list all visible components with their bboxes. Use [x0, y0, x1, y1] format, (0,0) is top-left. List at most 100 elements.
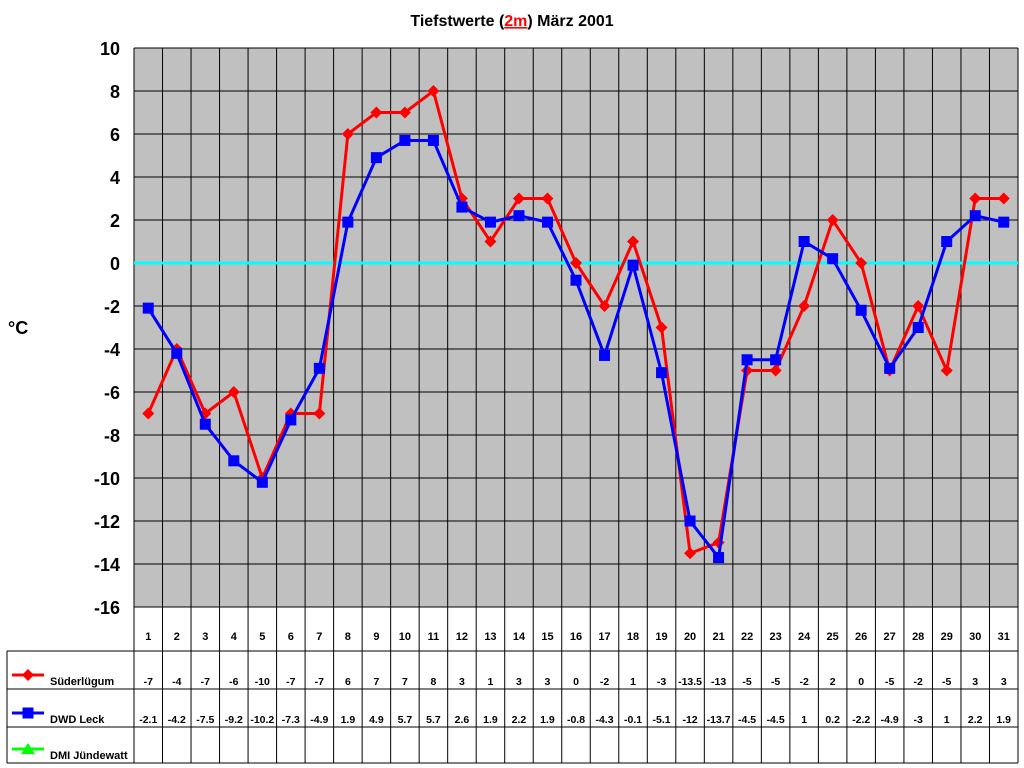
data-point-s-derl-gum — [826, 214, 839, 226]
x-tick-label: 28 — [912, 631, 924, 643]
table-cell-value: 1 — [630, 676, 636, 688]
data-point-s-derl-gum — [512, 192, 525, 205]
plot-area — [134, 48, 1018, 607]
x-tick-label: 9 — [373, 631, 379, 643]
data-point-s-derl-gum — [570, 257, 582, 269]
chart-title-part: ) März 2001 — [527, 13, 613, 30]
data-point-s-derl-gum — [484, 235, 497, 248]
data-point-dwd-leck — [741, 354, 753, 366]
legend-label-s-derl-gum: Süderlügum — [50, 676, 114, 688]
table-cell-value: 1.9 — [540, 714, 555, 726]
x-tick-label: 22 — [741, 631, 753, 643]
table-cell-value: -3 — [914, 714, 923, 726]
data-point-dwd-leck — [770, 354, 782, 366]
y-tick-label: -8 — [104, 426, 120, 446]
x-tick-label: 2 — [174, 631, 180, 643]
x-tick-label: 29 — [941, 631, 953, 643]
y-tick-label: -14 — [94, 555, 120, 575]
data-point-s-derl-gum — [969, 192, 982, 205]
table-cell-value: 6 — [345, 676, 351, 688]
table-cell-value: -13.5 — [678, 676, 702, 688]
table-cell-value: 1 — [944, 714, 950, 726]
y-tick-label: 10 — [100, 39, 120, 59]
table-cell-value: 0 — [573, 676, 579, 688]
data-point-dwd-leck — [570, 274, 582, 286]
data-point-dwd-leck — [798, 236, 810, 247]
table-cell-value: -13 — [711, 676, 726, 688]
y-tick-label: 0 — [110, 254, 120, 274]
data-point-dwd-leck — [969, 210, 981, 222]
data-point-s-derl-gum — [997, 192, 1010, 205]
table-cell-value: -2 — [600, 676, 609, 688]
table-cell-value: 2 — [830, 676, 836, 688]
table-cell-value: -5 — [742, 676, 751, 688]
table-cell-value: -7 — [201, 676, 210, 688]
table-cell-value: -2.1 — [139, 714, 157, 726]
data-point-s-derl-gum — [598, 300, 611, 312]
data-point-dwd-leck — [627, 259, 639, 271]
table-cell-value: -4.9 — [881, 714, 899, 726]
table-cell-value: -2 — [799, 676, 808, 688]
data-point-dwd-leck — [684, 515, 696, 527]
chart-title-highlight: 2m — [504, 13, 527, 30]
data-point-s-derl-gum — [912, 300, 925, 312]
legend-label-dmi-j-ndewatt: DMI Jündewatt — [50, 750, 128, 762]
data-point-s-derl-gum — [855, 257, 868, 269]
legend-marker-dmi-j-ndewatt — [21, 743, 35, 754]
x-tick-label: 25 — [827, 631, 839, 643]
x-tick-label: 3 — [202, 631, 208, 643]
chart-title: Tiefstwerte (2m) März 2001 — [410, 13, 613, 30]
table-cell-value: -10 — [255, 676, 270, 688]
x-tick-label: 18 — [627, 631, 639, 643]
table-cell-value: -5.1 — [653, 714, 671, 726]
table-cell-value: 0.2 — [825, 714, 840, 726]
x-tick-label: 23 — [769, 631, 781, 643]
data-point-s-derl-gum — [541, 192, 554, 205]
table-cell-value: -4.3 — [595, 714, 613, 726]
y-tick-label: -4 — [104, 340, 120, 360]
chart-title-part: Tiefstwerte ( — [410, 13, 505, 30]
x-tick-label: 7 — [316, 631, 322, 643]
table-cell-value: -4.9 — [310, 714, 328, 726]
table-cell-value: 7 — [373, 676, 379, 688]
table-cell-value: 3 — [545, 676, 551, 688]
data-point-s-derl-gum — [684, 547, 697, 560]
y-tick-label: -10 — [94, 469, 120, 489]
y-tick-label: -12 — [94, 512, 120, 532]
y-tick-label: 4 — [110, 168, 120, 188]
table-cell-value: -4.5 — [767, 714, 785, 726]
data-point-dwd-leck — [256, 476, 268, 488]
x-tick-label: 10 — [399, 631, 411, 643]
table-cell-value: -7 — [144, 676, 153, 688]
x-tick-label: 4 — [231, 631, 238, 643]
table-cell-value: -9.2 — [225, 714, 243, 726]
y-axis-label: °C — [8, 318, 28, 338]
x-tick-label: 24 — [798, 631, 811, 643]
table-cell-value: 2.2 — [512, 714, 527, 726]
y-tick-label: 6 — [110, 125, 120, 145]
table-cell-value: -2 — [914, 676, 923, 688]
x-tick-label: 15 — [541, 631, 553, 643]
table-cell-value: -13.7 — [707, 714, 731, 726]
data-point-s-derl-gum — [655, 321, 668, 334]
data-point-dwd-leck — [342, 216, 354, 228]
data-point-dwd-leck — [142, 302, 154, 314]
legend-marker-s-derl-gum — [22, 669, 34, 681]
table-cell-value: 1.9 — [341, 714, 356, 726]
data-point-s-derl-gum — [398, 106, 411, 119]
table-cell-value: -0.1 — [624, 714, 642, 726]
table-cell-value: -7.3 — [282, 714, 300, 726]
data-point-dwd-leck — [199, 418, 211, 430]
x-tick-label: 11 — [428, 631, 440, 643]
data-point-s-derl-gum — [142, 407, 155, 420]
data-point-s-derl-gum — [313, 407, 326, 420]
data-point-dwd-leck — [313, 362, 325, 374]
y-tick-label: -6 — [104, 383, 120, 403]
x-tick-label: 14 — [513, 631, 526, 643]
table-cell-value: -3 — [657, 676, 666, 688]
data-point-dwd-leck — [541, 216, 553, 228]
table-cell-value: 7 — [402, 676, 408, 688]
table-cell-value: -7.5 — [196, 714, 214, 726]
table-cell-value: -6 — [229, 676, 238, 688]
x-tick-label: 26 — [855, 631, 867, 643]
